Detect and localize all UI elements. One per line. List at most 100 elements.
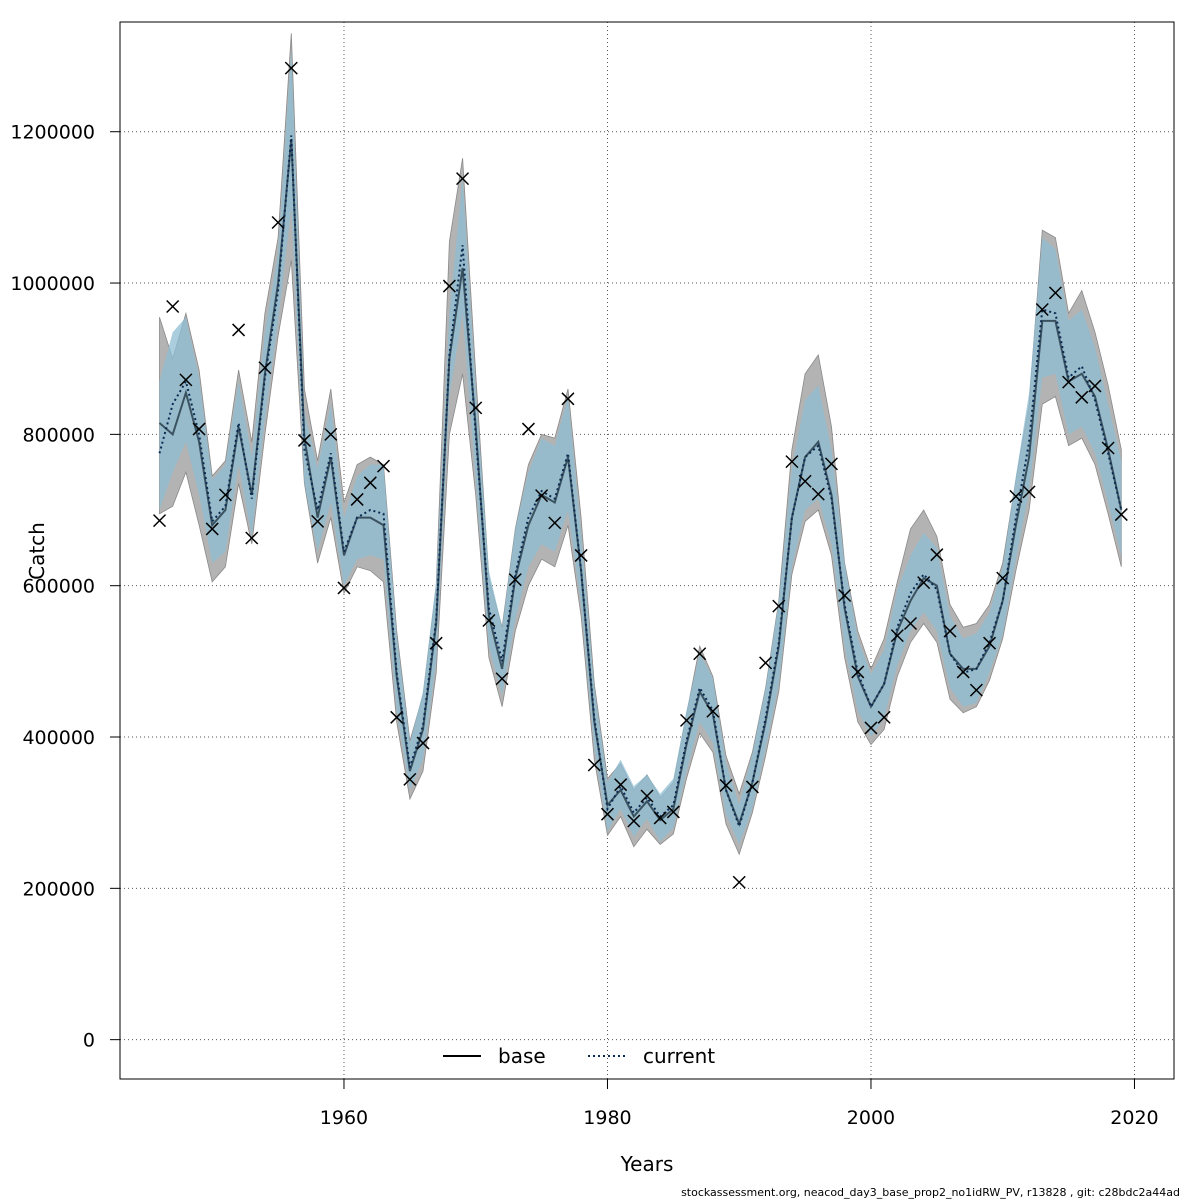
observed-point (1114, 508, 1128, 522)
x-tick-label: 2020 (1110, 1107, 1158, 1129)
confidence-bands (159, 33, 1122, 856)
observed-point (983, 636, 997, 650)
observed-point (271, 215, 285, 230)
observed-point (838, 588, 852, 603)
y-tick-label: 200000 (22, 878, 95, 900)
observed-point (205, 522, 219, 536)
observed-point (297, 433, 311, 447)
observed-point (614, 778, 628, 792)
legend: base current (443, 1044, 715, 1068)
base-line (158, 139, 1123, 828)
observed-point (785, 455, 799, 469)
observed-point (745, 780, 759, 794)
observed-point (324, 427, 338, 441)
observed-point (442, 279, 456, 293)
observed-point (890, 629, 904, 643)
observed-point (706, 704, 720, 718)
observed-point (956, 665, 970, 679)
y-axis-title: Catch (25, 522, 49, 580)
observed-point (693, 647, 707, 661)
y-tick-label: 600000 (22, 576, 95, 598)
x-tick-label: 2000 (847, 1107, 895, 1129)
x-tick-label: 1980 (583, 1107, 631, 1129)
observed-points (152, 61, 1128, 889)
legend-current-label: current (643, 1044, 715, 1068)
observed-point (469, 401, 483, 415)
observed-point (192, 422, 206, 436)
observed-point (495, 672, 509, 686)
observed-point (1035, 302, 1049, 317)
observed-point (403, 772, 417, 786)
plot-frame (119, 21, 1175, 1080)
x-axis: 1960 1980 2000 2020 (320, 1079, 1159, 1129)
observed-point (152, 514, 167, 528)
observed-point (811, 487, 825, 501)
observed-point (666, 805, 680, 819)
observed-point (653, 811, 667, 825)
observed-point (877, 710, 891, 724)
observed-point (969, 683, 983, 697)
observed-point (903, 616, 918, 631)
observed-point (1101, 441, 1115, 455)
observed-point (732, 875, 746, 889)
legend-base-label: base (498, 1044, 546, 1068)
observed-point (482, 613, 496, 628)
observed-point (1009, 489, 1023, 503)
observed-point (284, 61, 298, 75)
observed-point (561, 392, 575, 406)
y-axis: 0 200000 400000 600000 800000 1000000 1200000 (10, 122, 120, 1052)
observed-point (535, 489, 549, 503)
observed-point (521, 422, 535, 436)
observed-point (416, 736, 430, 750)
observed-point (363, 476, 377, 490)
observed-point (864, 721, 878, 735)
footer-credit: stockassessment.org, neacod_day3_base_pr… (681, 1186, 1180, 1199)
observed-point (258, 361, 272, 375)
observed-point (1075, 390, 1089, 404)
observed-point (917, 576, 931, 590)
y-tick-label: 0 (83, 1030, 95, 1052)
observed-point (548, 516, 562, 530)
observed-point (574, 548, 588, 562)
observed-point (245, 531, 259, 545)
observed-point (1022, 485, 1036, 499)
y-tick-label: 800000 (22, 424, 95, 446)
observed-point (943, 624, 957, 638)
observed-point (179, 373, 193, 387)
observed-point (851, 665, 865, 679)
observed-point (719, 778, 733, 792)
observed-point (1088, 379, 1102, 393)
observed-point (508, 573, 522, 587)
observed-point (759, 656, 773, 670)
y-tick-label: 1000000 (10, 273, 95, 295)
observed-point (627, 814, 641, 828)
observed-point (232, 323, 246, 337)
observed-point (1048, 286, 1062, 300)
observed-point (456, 172, 470, 186)
y-tick-label: 1200000 (10, 122, 95, 144)
observed-point (337, 581, 351, 595)
observed-point (1062, 375, 1076, 389)
observed-point (429, 636, 443, 650)
series-lines (158, 135, 1123, 830)
observed-point (600, 807, 615, 821)
observed-point (930, 548, 944, 562)
observed-point (587, 758, 601, 772)
observed-point (166, 299, 180, 314)
observed-point (218, 488, 232, 502)
base-confidence-band (159, 33, 1122, 856)
observed-point (772, 599, 786, 613)
observed-point (376, 459, 391, 473)
observed-point (311, 514, 325, 528)
x-axis-title: Years (620, 1152, 674, 1176)
observed-point (824, 457, 838, 471)
observed-point (640, 789, 654, 803)
observed-point (996, 571, 1010, 585)
y-tick-label: 400000 (22, 727, 95, 749)
observed-point (679, 713, 694, 727)
observed-point (798, 474, 812, 488)
observed-point (390, 710, 404, 724)
x-tick-label: 1960 (320, 1107, 368, 1129)
